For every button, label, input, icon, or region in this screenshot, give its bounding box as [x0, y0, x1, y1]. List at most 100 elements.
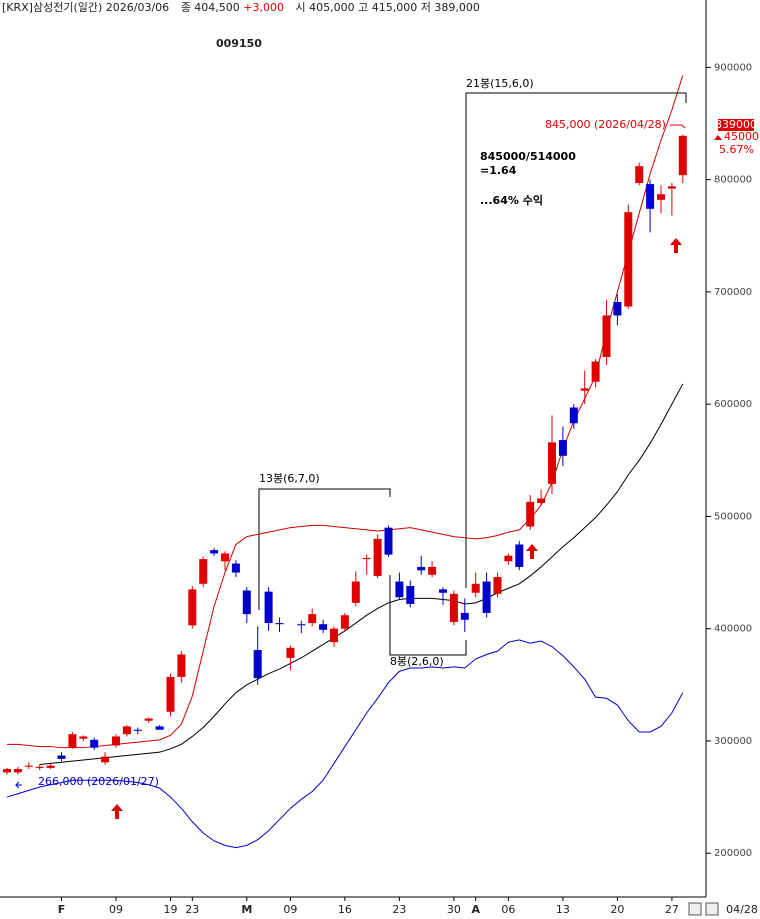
arrows — [111, 238, 682, 819]
candle-body — [79, 736, 88, 739]
candle-body — [482, 581, 491, 613]
candle-body — [210, 550, 219, 554]
candle-body — [90, 739, 99, 748]
candle-body — [231, 563, 240, 573]
pointer — [14, 781, 22, 789]
annotation: 21봉(15,6,0) — [466, 77, 534, 90]
y-tick-label: 900000 — [714, 62, 752, 73]
candle-body — [35, 766, 44, 768]
candle-body — [166, 676, 175, 712]
header-date: 2026/03/06 — [106, 1, 169, 14]
candle-body — [68, 734, 77, 748]
candle-body — [471, 583, 480, 593]
candle-body — [242, 590, 251, 615]
y-tick-label: 700000 — [714, 287, 752, 298]
candle-body — [253, 650, 262, 679]
candle-body — [526, 501, 535, 527]
candle-body — [319, 624, 328, 630]
indicator-line — [39, 383, 684, 766]
candle-body — [221, 553, 229, 562]
annotation: 8봉(2,6,0) — [390, 655, 444, 668]
box-13 — [258, 488, 391, 610]
draw-button[interactable] — [688, 902, 702, 916]
x-tick-label: 09 — [109, 903, 123, 916]
x-tick-label: M — [241, 903, 252, 916]
pointer — [670, 124, 686, 129]
candle-body — [122, 726, 131, 735]
price-tag-bg — [718, 119, 754, 131]
candle-body — [101, 756, 110, 763]
indicator-line — [6, 639, 684, 849]
candle-body — [13, 769, 22, 773]
x-tick-label: 20 — [610, 903, 624, 916]
candle-body — [395, 581, 404, 598]
x-tick-label: 09 — [283, 903, 297, 916]
box-21 — [465, 92, 687, 588]
header-close: 종 404,500 — [181, 1, 240, 14]
candle-body — [351, 581, 360, 603]
x-tick-label: F — [58, 903, 66, 916]
up-arrow — [670, 238, 682, 253]
up-arrow — [526, 544, 538, 559]
range-boxes — [258, 92, 687, 656]
candle-body — [449, 593, 458, 622]
header-open: 시 405,000 — [296, 1, 355, 14]
candle-body — [24, 765, 33, 767]
x-tick-label: A — [471, 903, 480, 916]
candle-body — [264, 591, 273, 624]
candle-body — [177, 654, 186, 677]
y-tick-label: 500000 — [714, 511, 752, 522]
candle-body — [504, 555, 513, 562]
price-change: 45000 — [724, 130, 759, 143]
candle-body — [144, 718, 153, 721]
zoom-button[interactable] — [705, 902, 719, 916]
annotation: =1.64 — [480, 164, 517, 177]
candle-body — [384, 527, 393, 555]
y-tick-label: 400000 — [714, 624, 752, 635]
header-change: +3,000 — [243, 1, 284, 14]
candle-body — [112, 736, 120, 746]
candle-body — [417, 566, 426, 571]
header-high: 고 415,000 — [358, 1, 417, 14]
candle-body — [188, 589, 197, 626]
candle-body — [548, 442, 556, 484]
annotation: ...64% 수익 — [480, 194, 543, 207]
candle-body — [3, 769, 11, 773]
x-tick-label: 23 — [185, 903, 199, 916]
candle-body — [373, 538, 382, 576]
candle-body — [558, 440, 567, 456]
candle-body — [591, 361, 600, 382]
candle-body — [155, 726, 164, 730]
annotation: 13봉(6,7,0) — [259, 472, 320, 485]
x-tick-label: 06 — [501, 903, 515, 916]
candle-body — [580, 388, 589, 391]
y-tick-label: 300000 — [714, 736, 752, 747]
x-tick-label: 27 — [665, 903, 679, 916]
candle-body — [362, 557, 371, 560]
candle-body — [439, 589, 447, 593]
candle-body — [646, 184, 655, 209]
candle-body — [46, 765, 55, 768]
x-tick-label: 30 — [447, 903, 461, 916]
candle-body — [515, 544, 524, 567]
candle-body — [624, 212, 633, 307]
y-tick-label: 800000 — [714, 175, 752, 186]
candle-body — [460, 612, 469, 620]
stock-code: 009150 — [216, 37, 262, 50]
candle-body — [57, 755, 66, 759]
x-tick-label: 19 — [164, 903, 178, 916]
header-title: [KRX]삼성전기(일간) — [2, 0, 102, 14]
candle-body — [569, 407, 578, 424]
candle-body — [406, 586, 415, 604]
candle-body — [308, 614, 317, 624]
candle-body — [613, 301, 622, 316]
annotation: 845,000 (2026/04/28) — [545, 118, 666, 131]
y-tick-label: 200000 — [714, 848, 752, 859]
candle-body — [286, 647, 295, 658]
price-change-pct: 5.67% — [719, 143, 754, 156]
x-tick-label: 16 — [338, 903, 352, 916]
last-date: 04/28 — [726, 903, 758, 916]
candle-body — [635, 166, 644, 183]
